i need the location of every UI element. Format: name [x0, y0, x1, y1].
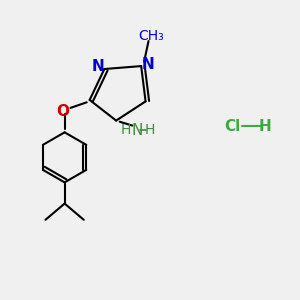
Text: N: N	[92, 59, 104, 74]
Text: H: H	[259, 119, 271, 134]
Text: CH₃: CH₃	[138, 29, 164, 43]
Text: O: O	[56, 104, 69, 119]
Text: N: N	[131, 123, 142, 138]
Text: H: H	[121, 123, 131, 137]
Text: Cl: Cl	[224, 119, 241, 134]
Text: H: H	[144, 123, 154, 137]
Text: N: N	[141, 57, 154, 72]
